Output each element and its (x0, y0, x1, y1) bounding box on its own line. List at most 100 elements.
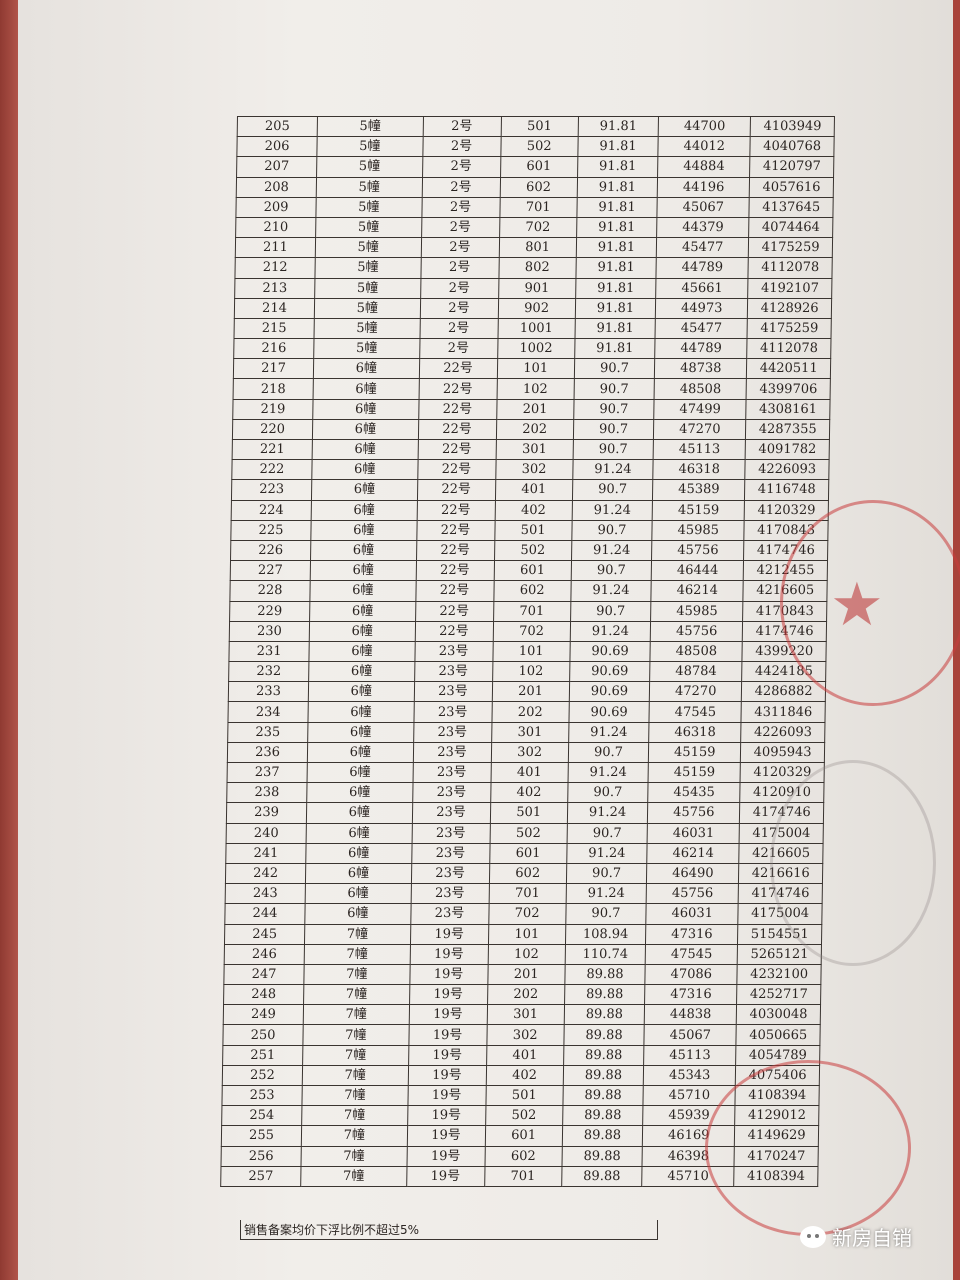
cell-area: 91.81 (576, 237, 657, 258)
cell-index: 248 (223, 984, 304, 1005)
cell-index: 221 (232, 439, 313, 460)
cell-room: 602 (493, 580, 571, 601)
cell-unit-price: 46031 (647, 823, 740, 844)
cell-building: 5幢 (314, 278, 421, 299)
cell-unit: 23号 (410, 883, 489, 904)
cell-index: 240 (226, 823, 307, 844)
cell-room: 601 (493, 560, 572, 581)
footer-note: 销售备案均价下浮比例不超过5% (240, 1220, 658, 1240)
cell-index: 250 (222, 1024, 304, 1046)
table-row: 237 6幢 23号 401 91.24 45159 4120329 (227, 762, 825, 783)
cell-unit-price: 44789 (656, 257, 749, 278)
cell-unit-price: 45756 (646, 883, 739, 904)
cell-room: 201 (487, 964, 565, 985)
table-row: 230 6幢 22号 702 91.24 45756 4174746 (229, 621, 827, 642)
cell-unit-price: 45756 (647, 802, 741, 824)
cell-total-price: 4399706 (746, 378, 831, 400)
cell-index: 247 (223, 964, 305, 985)
cell-building: 5幢 (315, 197, 422, 218)
cell-unit-price: 47499 (653, 399, 747, 420)
cell-unit: 19号 (407, 1105, 486, 1126)
cell-unit: 19号 (409, 944, 489, 965)
cell-building: 6幢 (305, 843, 412, 864)
table-row: 221 6幢 22号 301 90.7 45113 4091782 (232, 439, 830, 460)
cell-area: 90.7 (570, 601, 652, 622)
table-row: 224 6幢 22号 402 91.24 45159 4120329 (231, 500, 829, 521)
table-row: 236 6幢 23号 302 90.7 45159 4095943 (227, 742, 825, 763)
table-row: 209 5幢 2号 701 91.81 45067 4137645 (235, 197, 834, 218)
cell-unit-price: 44884 (657, 156, 751, 178)
cell-unit: 23号 (410, 903, 489, 924)
table-row: 216 5幢 2号 1002 91.81 44789 4112078 (233, 338, 832, 359)
cell-unit: 23号 (412, 762, 491, 783)
cell-index: 234 (227, 701, 309, 723)
cell-index: 236 (227, 742, 308, 763)
cell-unit: 23号 (413, 701, 492, 723)
cell-total-price: 4286882 (741, 681, 826, 702)
cell-building: 7幢 (301, 1125, 408, 1147)
cell-unit-price: 48738 (654, 358, 748, 379)
cell-unit: 19号 (408, 1004, 488, 1025)
cell-unit: 23号 (414, 661, 493, 682)
cell-area: 91.81 (577, 177, 658, 198)
cell-room: 202 (495, 419, 574, 440)
table-row: 233 6幢 23号 201 90.69 47270 4286882 (228, 681, 826, 702)
table-row: 244 6幢 23号 702 90.7 46031 4175004 (224, 903, 823, 924)
cell-room: 601 (500, 156, 578, 178)
table-row: 226 6幢 22号 502 91.24 45756 4174746 (230, 540, 828, 561)
cell-total-price: 4116748 (744, 479, 829, 501)
cell-building: 5幢 (313, 338, 420, 359)
cell-room: 401 (494, 479, 573, 501)
cell-unit: 23号 (413, 722, 492, 743)
cell-index: 227 (230, 560, 311, 581)
table-row: 220 6幢 22号 202 90.7 47270 4287355 (232, 419, 830, 440)
cell-index: 228 (229, 580, 311, 601)
cell-unit: 2号 (421, 197, 500, 218)
table-row: 249 7幢 19号 301 89.88 44838 4030048 (223, 1004, 821, 1025)
table-row: 252 7幢 19号 402 89.88 45343 4075406 (222, 1065, 820, 1086)
cell-unit-price: 45435 (647, 782, 741, 803)
cell-index: 245 (224, 924, 305, 945)
cell-room: 302 (495, 459, 573, 480)
cell-room: 202 (491, 701, 570, 723)
cell-index: 253 (221, 1085, 303, 1106)
cell-building: 6幢 (313, 358, 420, 379)
cell-unit: 22号 (415, 601, 494, 622)
cell-room: 302 (486, 1024, 565, 1046)
cell-room: 901 (498, 278, 576, 299)
cell-area: 110.74 (564, 944, 646, 965)
cell-unit: 23号 (412, 742, 492, 763)
cell-total-price: 4057616 (749, 177, 834, 198)
cell-room: 701 (493, 601, 571, 622)
cell-index: 237 (227, 762, 308, 783)
table-row: 241 6幢 23号 601 91.24 46214 4216605 (225, 843, 824, 864)
cell-index: 252 (222, 1065, 303, 1086)
cell-unit: 22号 (418, 378, 497, 400)
cell-building: 5幢 (314, 298, 421, 319)
cell-unit: 19号 (406, 1166, 485, 1187)
cell-area: 89.88 (563, 1065, 644, 1086)
cell-area: 89.88 (562, 1085, 644, 1106)
cell-unit: 23号 (413, 681, 493, 702)
cell-unit-price: 45159 (648, 742, 742, 763)
cell-area: 90.7 (573, 378, 655, 400)
cell-unit: 2号 (419, 318, 498, 339)
cell-unit-price: 46031 (646, 903, 739, 924)
cell-unit: 2号 (420, 257, 499, 278)
cell-room: 702 (492, 621, 571, 642)
cell-index: 229 (229, 601, 310, 622)
cell-room: 402 (490, 782, 568, 803)
sales-price-table: 205 5幢 2号 501 91.81 44700 4103949 206 5幢 2号 502 91.… (220, 116, 835, 1187)
cell-building: 6幢 (309, 641, 415, 662)
cell-index: 255 (221, 1125, 302, 1147)
cell-room: 301 (491, 722, 569, 743)
cell-area: 91.81 (577, 136, 659, 157)
cell-unit-price: 44973 (655, 298, 748, 319)
cell-room: 502 (494, 540, 572, 561)
cell-room: 701 (499, 197, 578, 218)
cell-unit-price: 45756 (651, 540, 745, 561)
cell-unit-price: 47545 (645, 944, 738, 965)
table-row: 238 6幢 23号 402 90.7 45435 4120910 (226, 782, 825, 803)
cell-unit-price: 48784 (649, 661, 743, 682)
cell-index: 225 (230, 520, 312, 541)
